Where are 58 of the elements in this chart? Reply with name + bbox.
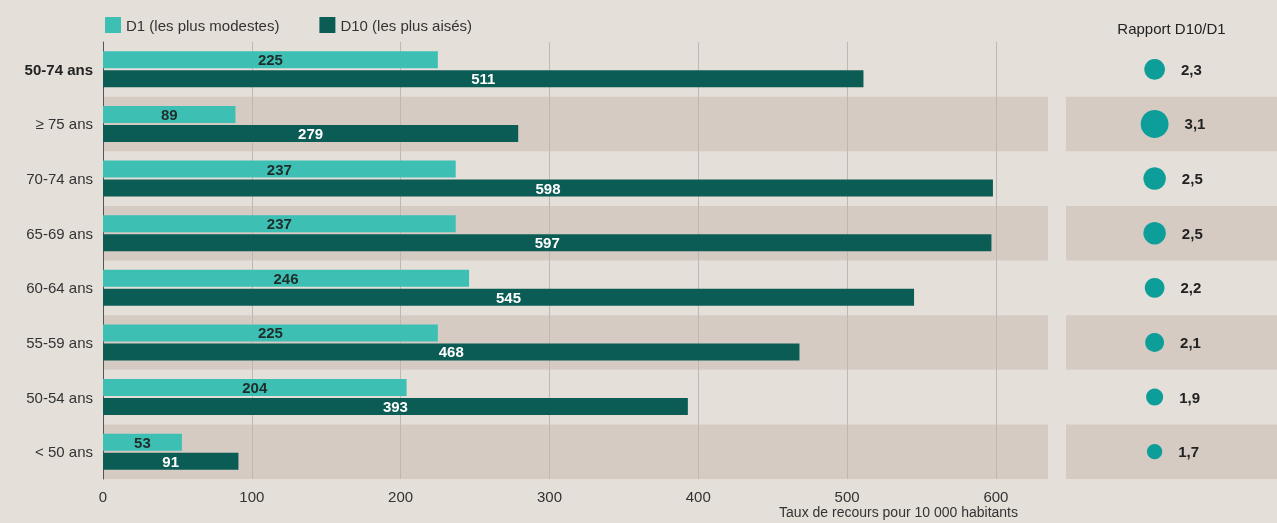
text: Rapport D10/D1 (1117, 20, 1226, 37)
bar (103, 433, 182, 451)
data-label: 393 (382, 398, 408, 416)
y-tick-label: 65-69 ans (26, 224, 93, 242)
x-axis-title: Taux de recours pour 10 000 habitants (779, 504, 1018, 520)
bar (103, 269, 470, 287)
bar (103, 179, 993, 197)
data-label: 53 (134, 433, 151, 451)
data-label: 2,2 (1180, 279, 1202, 297)
data-label: 89 (160, 105, 178, 123)
y-tick-label: 60-64 ans (26, 279, 93, 297)
bar (103, 215, 456, 233)
data-label: 237 (266, 160, 292, 178)
bar (103, 379, 407, 397)
y-tick-label: 50-74 ans (24, 60, 93, 78)
data-label: 91 (162, 452, 180, 470)
x-tick-label: 300 (536, 488, 562, 505)
data-label: 2,1 (1180, 333, 1201, 351)
data-label: 597 (534, 234, 560, 252)
bar (103, 343, 800, 361)
bar (103, 452, 239, 470)
data-label: 1,9 (1179, 388, 1201, 406)
x-tick-label: 600 (983, 488, 1009, 505)
x-tick-label: 500 (834, 488, 860, 505)
data-label: 511 (471, 70, 496, 88)
data-label: 2,3 (1180, 60, 1202, 78)
data-label: 3,1 (1184, 115, 1206, 133)
bar (103, 124, 519, 142)
legend-label: D1 (les plus modestes) (126, 16, 280, 34)
bar (103, 160, 456, 178)
data-label: 2,5 (1181, 224, 1203, 242)
data-label: 1,7 (1178, 443, 1200, 461)
bar (103, 51, 438, 69)
data-label: 204 (242, 379, 268, 397)
data-label: 468 (438, 343, 464, 361)
bar (103, 70, 864, 88)
bar (103, 398, 688, 416)
data-label: 2,5 (1181, 170, 1203, 188)
data-label: 279 (298, 124, 324, 142)
bar (103, 105, 236, 123)
data-label: 545 (496, 288, 522, 306)
legend-label: D10 (les plus aisés) (340, 16, 473, 34)
x-tick-label: 0 (98, 488, 108, 505)
data-label: 246 (273, 269, 299, 287)
data-label: 225 (257, 324, 283, 342)
data-label: 237 (266, 215, 292, 233)
y-tick-label: 50-54 ans (26, 388, 93, 406)
x-tick-label: 100 (239, 488, 265, 505)
y-tick-label: 55-59 ans (26, 333, 93, 351)
x-tick-label: 400 (685, 488, 711, 505)
y-tick-label: < 50 ans (35, 443, 93, 461)
bar (103, 324, 438, 342)
y-tick-label: ≥ 75 ans (35, 115, 93, 133)
data-label: 598 (535, 179, 561, 197)
bar (103, 288, 915, 306)
y-tick-label: 70-74 ans (26, 170, 93, 188)
data-label: 225 (257, 51, 283, 69)
x-tick-label: 200 (388, 488, 414, 505)
